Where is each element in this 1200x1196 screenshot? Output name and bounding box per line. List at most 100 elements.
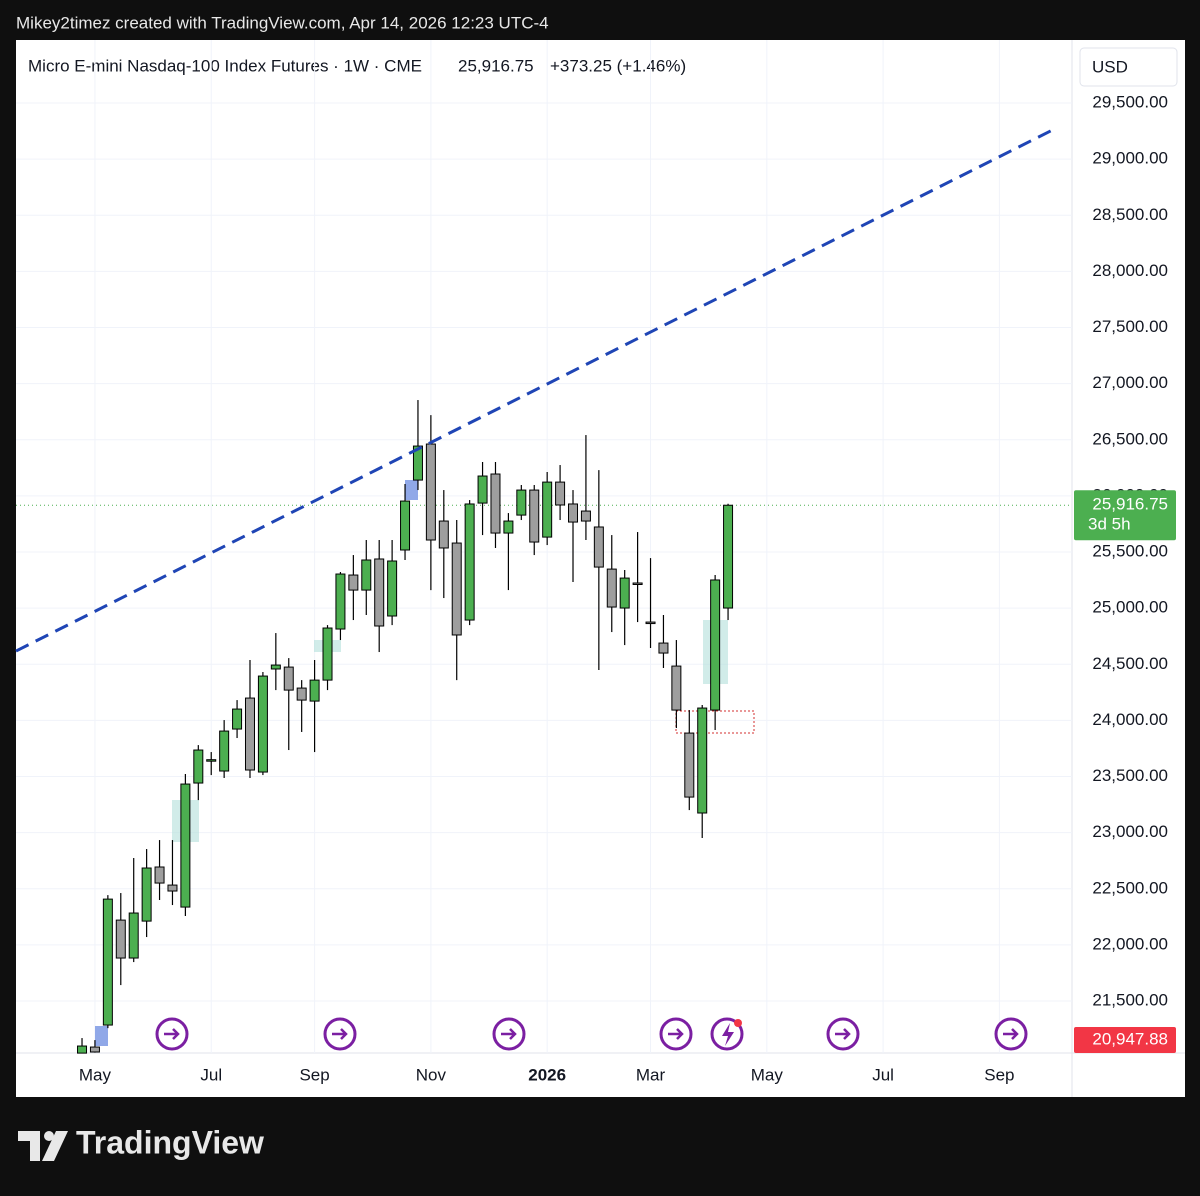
- chart-panel: [16, 40, 1185, 1097]
- candle-body: [322, 627, 333, 681]
- chart-title: Micro E-mini Nasdaq-100 Index Futures · …: [28, 56, 422, 75]
- x-tick-label: May: [751, 1065, 784, 1084]
- candle-body: [219, 730, 230, 772]
- y-tick-label: 26,500.00: [1092, 429, 1168, 448]
- candle-body: [477, 475, 488, 504]
- y-tick-label: 24,000.00: [1092, 710, 1168, 729]
- candle-body: [555, 481, 566, 506]
- candle-body: [697, 707, 708, 814]
- candle-body: [348, 574, 359, 591]
- y-tick-label: 28,500.00: [1092, 205, 1168, 224]
- candle-body: [580, 510, 591, 522]
- x-tick-label: 2026: [528, 1065, 566, 1084]
- y-tick-label: 28,000.00: [1092, 261, 1168, 280]
- candle-body: [296, 687, 307, 701]
- candle-body: [464, 503, 475, 621]
- candle-body: [658, 642, 669, 654]
- candle-body: [568, 503, 579, 523]
- candle-body: [529, 489, 540, 543]
- candle-body: [193, 749, 204, 784]
- candle-body: [283, 666, 294, 691]
- y-tick-label: 29,500.00: [1092, 93, 1168, 112]
- candle-body: [154, 866, 165, 884]
- candle-body: [542, 481, 553, 538]
- candle-body: [361, 559, 372, 591]
- low-marker-box: [1074, 1027, 1176, 1053]
- last-price-box: [1074, 490, 1176, 541]
- low-marker-label: 20,947.88: [1092, 1029, 1168, 1048]
- candle-body: [206, 759, 217, 762]
- candle-body: [412, 445, 423, 481]
- y-tick-label: 22,500.00: [1092, 878, 1168, 897]
- credit: Mikey2timez created with TradingView.com…: [16, 13, 549, 32]
- candle-body: [516, 489, 527, 516]
- x-tick-label: Jul: [872, 1065, 894, 1084]
- candle-body: [128, 912, 139, 959]
- candle-body: [606, 568, 617, 608]
- candle-body: [593, 526, 604, 568]
- y-tick-label: 23,000.00: [1092, 822, 1168, 841]
- y-tick-label: 27,000.00: [1092, 373, 1168, 392]
- y-tick-label: 27,500.00: [1092, 317, 1168, 336]
- x-tick-label: May: [79, 1065, 112, 1084]
- y-tick-label: 29,000.00: [1092, 149, 1168, 168]
- candle-body: [400, 500, 411, 551]
- y-tick-label: 25,500.00: [1092, 542, 1168, 561]
- x-tick-label: Sep: [984, 1065, 1014, 1084]
- tag: [405, 480, 418, 500]
- brand: TradingView: [76, 1124, 264, 1160]
- candle-body: [77, 1045, 88, 1054]
- candle-body: [232, 708, 243, 730]
- event-icon-arrow: [164, 1028, 180, 1040]
- y-tick-label: 21,500.00: [1092, 991, 1168, 1010]
- candle-body: [684, 732, 695, 798]
- event-icon-arrow: [835, 1028, 851, 1040]
- y-tick-label: 25,000.00: [1092, 598, 1168, 617]
- candle-body: [180, 783, 191, 908]
- candle-body: [645, 621, 656, 625]
- currency: USD: [1092, 57, 1128, 76]
- event-icon-arrow: [501, 1028, 517, 1040]
- tag: [95, 1026, 108, 1046]
- candle-body: [115, 919, 126, 959]
- countdown: 3d 5h: [1088, 515, 1131, 534]
- candle-body: [671, 665, 682, 711]
- candle-body: [374, 558, 385, 627]
- x-tick-label: Jul: [200, 1065, 222, 1084]
- candle-body: [167, 884, 178, 892]
- candle-body: [257, 675, 268, 773]
- candle-body: [425, 443, 436, 541]
- x-tick-label: Mar: [636, 1065, 666, 1084]
- event-icon-arrow: [1003, 1028, 1019, 1040]
- candle-body: [141, 867, 152, 922]
- candle-body: [438, 520, 449, 549]
- event-icon-arrow: [668, 1028, 684, 1040]
- x-tick-label: Sep: [299, 1065, 329, 1084]
- candle-body: [619, 577, 630, 609]
- candle-body: [710, 579, 721, 711]
- candle-body: [89, 1046, 100, 1053]
- last-price-label: 25,916.75: [1092, 495, 1168, 514]
- event-dot: [734, 1019, 742, 1027]
- x-tick-label: Nov: [416, 1065, 447, 1084]
- candle-body: [451, 542, 462, 636]
- brand-logo: [18, 1131, 68, 1161]
- trendline: [15, 128, 1054, 653]
- candle-body: [309, 679, 320, 702]
- candle-body: [387, 560, 398, 617]
- candle-body: [270, 664, 281, 670]
- currency-button[interactable]: [1079, 47, 1178, 87]
- candle-body: [490, 473, 501, 534]
- header-change: +373.25 (+1.46%): [550, 56, 686, 75]
- y-tick-label: 22,000.00: [1092, 934, 1168, 953]
- candle-body: [503, 520, 514, 534]
- candle-body: [102, 898, 113, 1026]
- event-icon-arrow: [332, 1028, 348, 1040]
- candle-body: [723, 504, 734, 609]
- candle-body: [632, 582, 643, 586]
- y-tick-label: 23,500.00: [1092, 766, 1168, 785]
- candle-body: [244, 697, 255, 771]
- header-price: 25,916.75: [458, 56, 534, 75]
- event-icon-bolt: [722, 1023, 734, 1046]
